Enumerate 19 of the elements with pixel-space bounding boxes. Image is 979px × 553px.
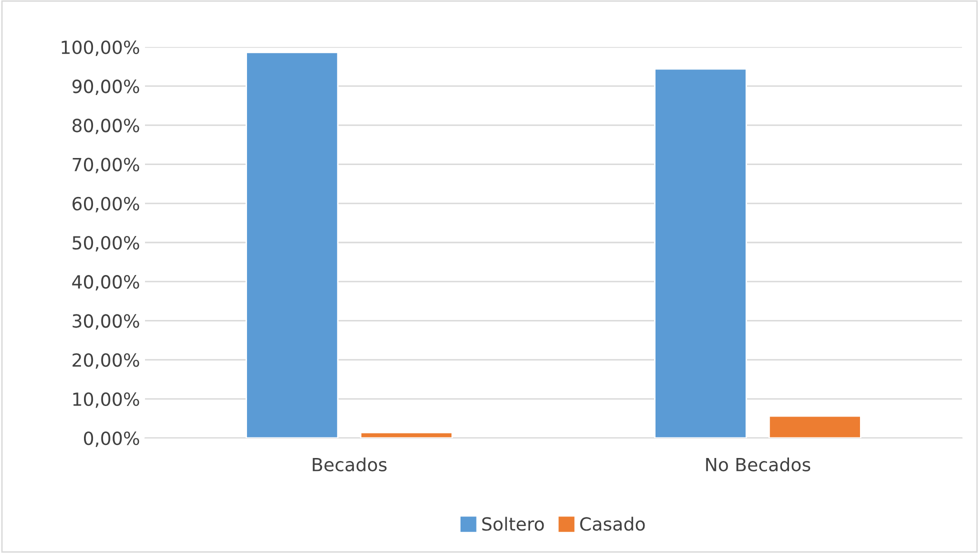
bar: [654, 68, 748, 438]
y-tick-label: 90,00%: [72, 80, 140, 96]
x-tick-label: No Becados: [706, 457, 810, 472]
bar: [360, 432, 453, 438]
y-tick-label: 50,00%: [72, 236, 140, 252]
y-tick-label: 0,00%: [84, 431, 140, 447]
y-tick-label: 20,00%: [72, 353, 140, 369]
bar: [768, 415, 862, 438]
y-tick-label: 70,00%: [72, 158, 140, 174]
x-tick-label: Becados: [312, 457, 387, 472]
legend-label: Soltero: [482, 516, 544, 531]
legend-label: Casado: [580, 516, 645, 531]
y-tick-label: 30,00%: [72, 314, 140, 330]
y-tick-label: 40,00%: [72, 275, 140, 291]
y-tick-label: 10,00%: [73, 392, 140, 408]
y-tick-label: 80,00%: [72, 118, 140, 134]
bar: [246, 52, 339, 438]
y-tick-label: 60,00%: [72, 196, 140, 212]
y-tick-label: 100,00%: [62, 40, 140, 56]
